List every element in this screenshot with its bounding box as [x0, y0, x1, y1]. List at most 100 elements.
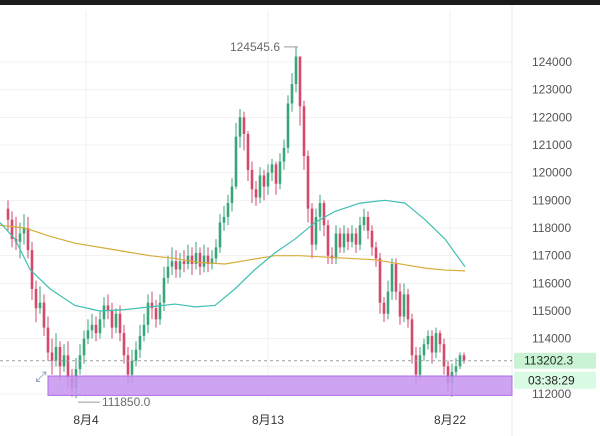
candle — [306, 150, 310, 223]
candle — [386, 280, 390, 320]
candle — [314, 208, 318, 251]
candle — [54, 333, 58, 367]
candle — [382, 297, 386, 323]
candle — [186, 244, 190, 270]
candle — [102, 297, 106, 328]
candle — [210, 250, 214, 270]
candle — [346, 228, 350, 251]
candle — [430, 330, 434, 364]
candle — [378, 252, 382, 314]
candle — [222, 205, 226, 231]
candle — [254, 180, 258, 206]
low-annotation-label: 111850.0 — [102, 395, 151, 409]
candle — [374, 241, 378, 267]
high-annotation-label: 124545.6 — [230, 40, 280, 54]
y-tick-label: 116000 — [532, 276, 571, 290]
candle — [174, 250, 178, 278]
candle — [442, 338, 446, 375]
y-tick-label: 121000 — [532, 138, 572, 152]
candle — [390, 258, 394, 300]
candle — [310, 203, 314, 259]
candle — [82, 330, 86, 364]
candle — [362, 208, 366, 231]
candle — [370, 225, 374, 256]
candle — [290, 73, 294, 112]
candle — [358, 216, 362, 251]
candle — [170, 247, 174, 276]
candle — [206, 247, 210, 273]
y-axis-ticks: 124000 123000 122000 121000 120000 119000 1180… — [532, 55, 572, 401]
candle — [194, 241, 198, 270]
candle — [406, 288, 410, 328]
candle — [166, 255, 170, 284]
candle — [142, 313, 146, 342]
candle — [282, 139, 286, 170]
candle — [458, 352, 462, 370]
candle — [242, 111, 246, 151]
candle — [118, 305, 122, 342]
candle — [462, 352, 466, 364]
y-tick-label: 115000 — [532, 304, 571, 318]
y-tick-label: 120000 — [532, 166, 572, 180]
candle — [134, 341, 138, 367]
candle — [26, 216, 30, 259]
candle — [218, 214, 222, 253]
fast-moving-average-line — [0, 199, 466, 312]
candle — [122, 324, 126, 364]
support-zone — [47, 375, 513, 396]
candle — [394, 258, 398, 300]
candle — [90, 313, 94, 339]
y-tick-label: 123000 — [532, 83, 572, 97]
candle — [454, 358, 458, 378]
candle — [18, 222, 22, 259]
y-tick-label: 119000 — [532, 193, 571, 207]
candle — [138, 324, 142, 359]
candle — [214, 239, 218, 264]
candle — [10, 211, 14, 248]
candle — [418, 346, 422, 381]
x-tick-label: 8月4 — [73, 413, 99, 427]
candlesticks — [6, 46, 466, 399]
candle — [286, 95, 290, 154]
candle — [438, 330, 442, 353]
candle — [38, 286, 42, 314]
candle — [342, 225, 346, 253]
y-tick-label: 122000 — [532, 110, 572, 124]
candle — [350, 225, 354, 248]
countdown-tag-bg — [514, 371, 596, 389]
candle — [62, 344, 66, 372]
candle — [274, 161, 278, 195]
y-tick-label: 118000 — [532, 221, 571, 235]
current-price-tag-bg — [514, 352, 596, 369]
candle — [298, 56, 302, 126]
candle — [354, 228, 358, 253]
expand-icon[interactable]: ⤢ — [35, 367, 47, 384]
candle — [198, 247, 202, 276]
candle — [94, 316, 98, 342]
candle — [154, 299, 158, 328]
candle — [34, 280, 38, 323]
candle — [422, 338, 426, 361]
candle — [270, 158, 274, 181]
candle — [234, 122, 238, 190]
candle — [258, 167, 262, 204]
x-axis-ticks: 8月4 8月13 8月22 — [73, 413, 466, 427]
candle — [326, 219, 330, 264]
candle — [302, 100, 306, 170]
slow-moving-average-line — [0, 224, 466, 272]
candle — [114, 308, 118, 334]
x-tick-label: 8月22 — [434, 413, 466, 427]
top-frame-bar — [0, 0, 600, 5]
candle — [366, 211, 370, 240]
candle — [146, 294, 150, 334]
candle — [98, 311, 102, 339]
current-price-label: 113202.3 — [524, 354, 573, 368]
candle — [86, 319, 90, 345]
candle — [278, 153, 282, 190]
candle — [238, 109, 242, 148]
candle — [434, 327, 438, 359]
candle — [50, 338, 54, 375]
y-tick-label: 114000 — [532, 332, 571, 346]
candle — [158, 294, 162, 325]
